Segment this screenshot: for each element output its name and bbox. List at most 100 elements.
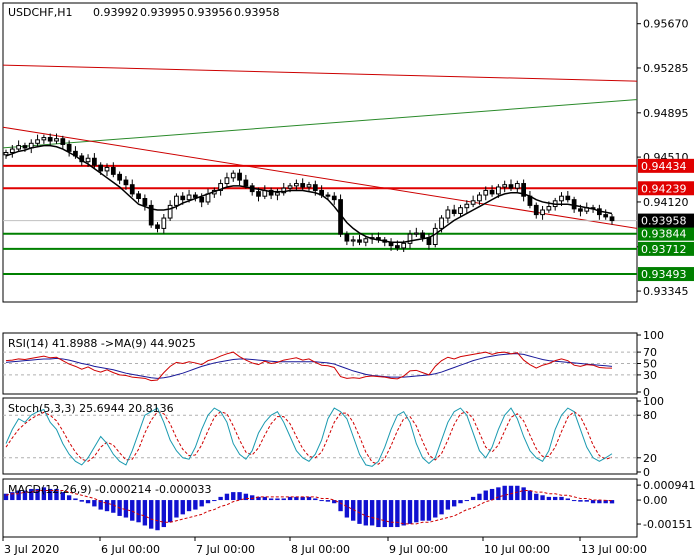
macd-bar (243, 493, 249, 501)
macd-tick-label: -0.00151 (643, 518, 692, 531)
time-tick-label: 10 Jul 00:00 (484, 543, 550, 556)
macd-bar (439, 500, 444, 515)
candle-body (483, 189, 489, 196)
candle-body (546, 206, 552, 211)
candle-body (16, 145, 21, 150)
candle-body (603, 214, 609, 218)
macd-bar (420, 500, 425, 521)
level-label: 0.94434 (641, 160, 687, 173)
macd-bar (401, 500, 406, 526)
candle-body (224, 177, 230, 185)
candle-body (407, 233, 413, 244)
candle-body (193, 194, 198, 198)
candle-body (533, 204, 539, 216)
candle-body (294, 183, 299, 187)
price-header-open: 0.93992 (93, 6, 139, 19)
candle-body (331, 195, 337, 201)
candle-body (92, 157, 97, 166)
candle-body (464, 203, 470, 209)
indicator-tick-label: 80 (643, 409, 657, 422)
macd-bar (66, 495, 72, 501)
macd-bar (515, 485, 520, 501)
candle-body (521, 183, 526, 197)
macd-bar (407, 500, 413, 524)
price-axis: 0.956700.952850.948950.945100.941200.937… (637, 18, 689, 298)
macd-bar (250, 495, 255, 501)
macd-bar (578, 500, 583, 502)
candle-body (502, 184, 508, 188)
macd-bar (527, 490, 533, 501)
candle-body (571, 199, 577, 210)
candle-body (432, 227, 438, 245)
candle-body (312, 184, 318, 191)
candle-body (104, 166, 110, 172)
level-label-box (638, 267, 694, 282)
macd-signal-line (5, 490, 613, 525)
candle-body (22, 145, 28, 149)
candle-body (60, 138, 66, 145)
candle-body (54, 138, 59, 142)
macd-bar (445, 500, 451, 510)
indicator-tick-label: 50 (643, 358, 657, 371)
macd-bar (205, 500, 211, 504)
macd-bar (287, 496, 293, 501)
candle-body (268, 189, 274, 196)
macd-bar (167, 500, 173, 523)
candle-body (514, 183, 520, 189)
price-tick-label: 0.95670 (643, 18, 689, 31)
macd-bar (180, 500, 185, 515)
candle-body (413, 232, 419, 235)
macd-bar (382, 500, 387, 528)
macd-bar (426, 500, 432, 521)
price-tick-label: 0.94120 (643, 196, 689, 209)
macd-bar (142, 500, 148, 526)
candle-body (47, 137, 53, 142)
macd-bar (104, 500, 110, 512)
candle-body (117, 173, 122, 181)
macd-bar (123, 500, 129, 518)
candle-body (161, 217, 167, 229)
macd-bar (306, 496, 312, 501)
macd-bar (508, 485, 514, 501)
macd-bar (414, 500, 419, 523)
candle-body (155, 224, 160, 229)
macd-bar (534, 493, 539, 501)
candle-body (142, 198, 148, 206)
macd-bar (224, 493, 230, 501)
time-tick-label: 9 Jul 00:00 (389, 543, 448, 556)
candle-body (395, 245, 400, 249)
macd-bar (218, 496, 223, 501)
macd-bar (111, 500, 116, 513)
macd-bar (281, 498, 286, 501)
macd-bar (54, 488, 59, 501)
trendline (2, 64, 638, 82)
candle-body (230, 172, 236, 179)
macd-bar (609, 500, 615, 504)
macd-bar (590, 500, 596, 504)
indicator-tick-label: 30 (643, 369, 657, 382)
stoch-panel-frame (2, 397, 638, 475)
candle-body (256, 191, 261, 197)
moving-average-line (5, 144, 613, 243)
macd-bar (458, 500, 463, 504)
macd-bar (332, 500, 337, 504)
macd-bar (199, 500, 204, 507)
candle-body (401, 242, 407, 249)
time-tick-label: 8 Jul 00:00 (291, 543, 350, 556)
candle-body (186, 194, 192, 201)
macd-bar (136, 500, 141, 523)
level-label-box (638, 181, 694, 196)
macd-bar (351, 500, 356, 521)
macd-bar (584, 500, 589, 502)
macd-bar (193, 500, 198, 510)
candle-body (174, 195, 179, 206)
macd-bar (174, 500, 179, 518)
macd-bar (559, 496, 564, 501)
candle-body (426, 237, 432, 246)
candle-body (578, 208, 583, 212)
level-label-box (638, 241, 694, 256)
candle-body (41, 137, 47, 141)
